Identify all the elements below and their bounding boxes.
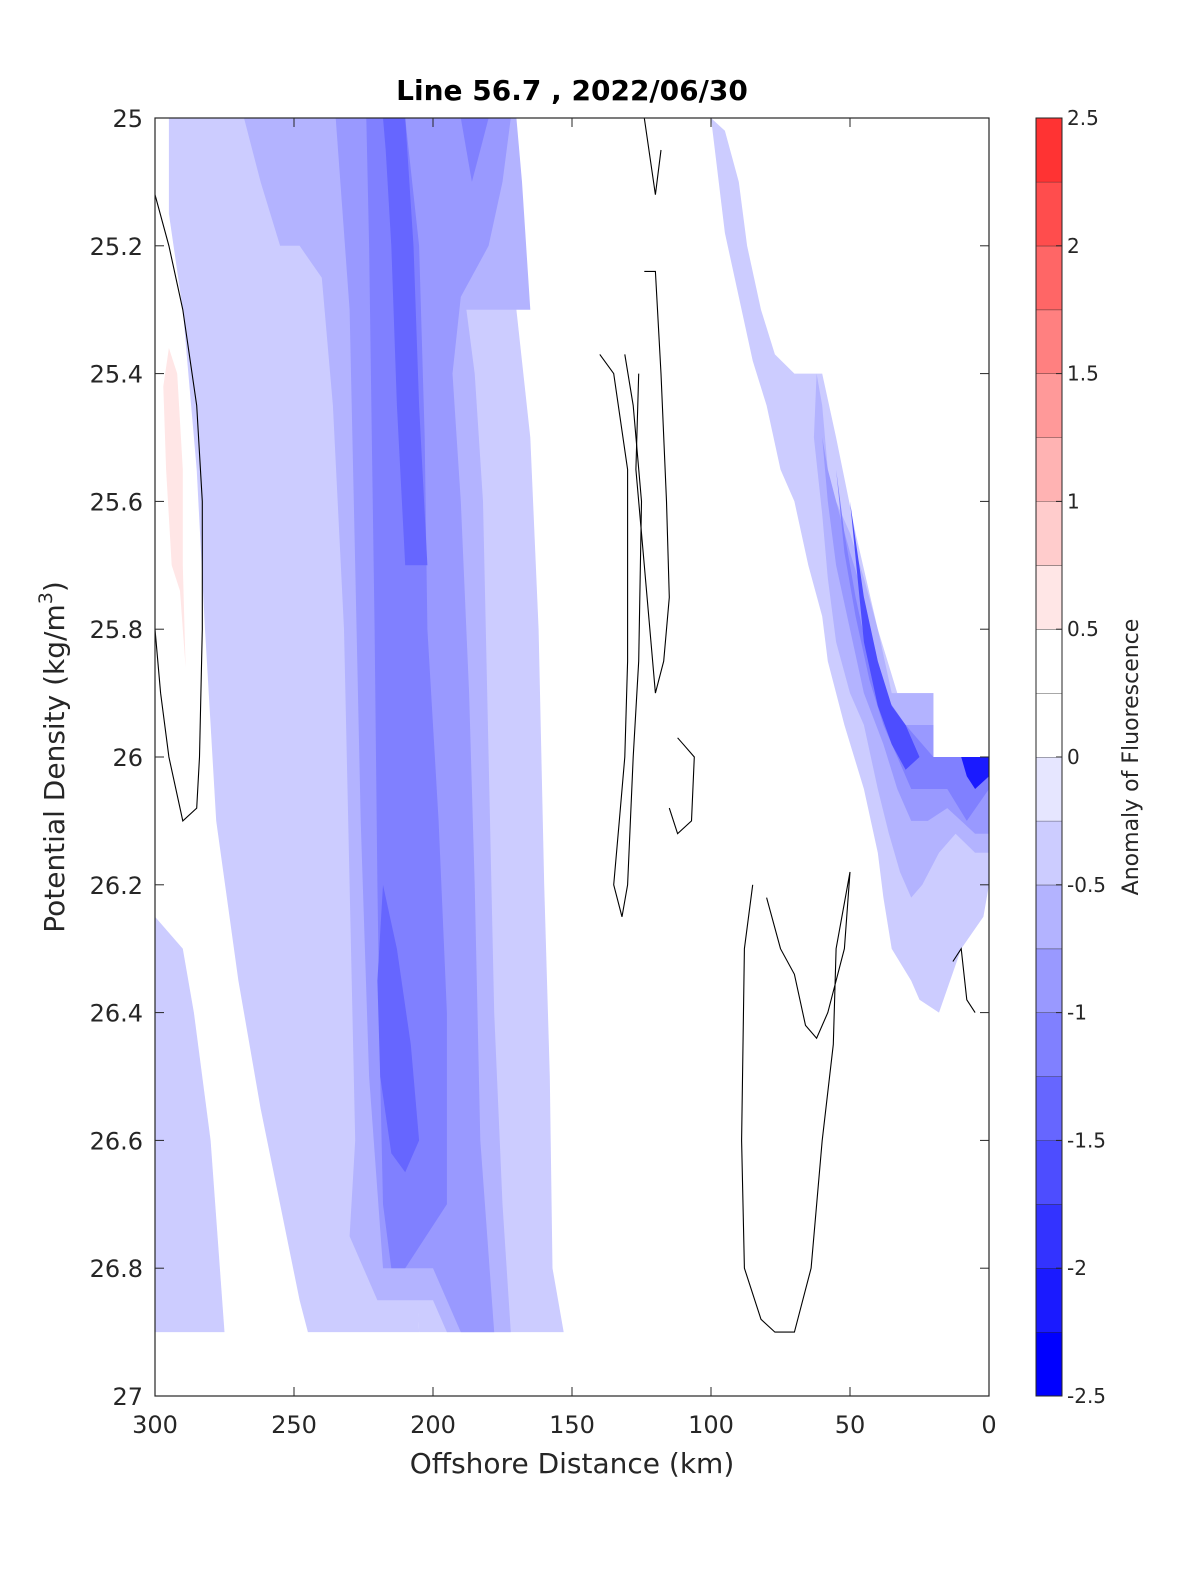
colorbar-segment	[1036, 1012, 1062, 1077]
zero-contour-line-1	[599, 354, 643, 917]
colorbar-segment	[1036, 1268, 1062, 1333]
x-tick-label: 100	[688, 1411, 734, 1439]
y-tick-label: 26.6	[90, 1127, 143, 1155]
x-tick-label: 150	[549, 1411, 595, 1439]
colorbar-segment	[1036, 1076, 1062, 1141]
y-tick-label: 25	[112, 105, 143, 133]
x-axis-label: Offshore Distance (km)	[410, 1447, 735, 1480]
colorbar-label: Anomaly of Fluorescence	[1119, 619, 1144, 896]
y-tick-label: 27	[112, 1383, 143, 1411]
colorbar-segment	[1036, 1204, 1062, 1269]
x-tick-label: 200	[410, 1411, 456, 1439]
colorbar-tick-label: 0	[1067, 745, 1080, 769]
contour-region-7	[383, 118, 428, 566]
colorbar-segment	[1036, 1140, 1062, 1205]
colorbar-tick-label: -2	[1067, 1256, 1087, 1280]
colorbar: 2.5 2 1.5 1 0.5 0 -0.5 -1 -1.5 -2 -2.5	[1035, 106, 1106, 1408]
colorbar-segment	[1036, 693, 1062, 757]
colorbar-segment	[1036, 181, 1062, 246]
filled-contour-layer	[155, 118, 989, 1333]
contour-region-15	[163, 348, 186, 668]
x-tick-label: 300	[132, 1411, 178, 1439]
y-axis-label-close: )	[38, 581, 71, 592]
colorbar-segment	[1036, 1332, 1062, 1396]
y-tick-label: 25.4	[90, 361, 143, 389]
y-tick-label: 25.6	[90, 488, 143, 516]
colorbar-segment	[1036, 565, 1062, 630]
colorbar-tick-label: -0.5	[1067, 873, 1106, 897]
contour-region-14	[961, 757, 989, 789]
zero-contour-line-5	[741, 871, 851, 1333]
zero-contour-line-6	[952, 947, 976, 1013]
colorbar-segment	[1036, 373, 1062, 438]
colorbar-tick-label: 2.5	[1067, 106, 1099, 130]
colorbar-tick-label: -1.5	[1067, 1128, 1106, 1152]
y-axis-label-main: Potential Density (kg/m	[38, 604, 71, 933]
colorbar-tick-label: -1	[1067, 1001, 1087, 1025]
colorbar-segment	[1036, 820, 1062, 885]
colorbar-segment	[1036, 629, 1062, 694]
zero-contour-line-3	[668, 737, 695, 835]
colorbar-tick-label: -2.5	[1067, 1384, 1106, 1408]
colorbar-segment	[1036, 501, 1062, 566]
colorbar-tick-label: 1.5	[1067, 362, 1099, 386]
colorbar-segment	[1036, 757, 1062, 821]
zero-contour-line-2	[635, 270, 670, 694]
contour-region-1	[155, 916, 225, 1333]
x-tick-label: 50	[835, 1411, 866, 1439]
contour-region-6	[460, 118, 489, 182]
y-tick-label: 26	[112, 744, 143, 772]
y-axis-label-superscript: 3	[35, 592, 57, 604]
colorbar-segment	[1036, 884, 1062, 949]
contour-region-8	[377, 884, 420, 1173]
x-axis: 300 250 200 150 100 50 0	[132, 118, 997, 1439]
y-tick-label: 26.8	[90, 1255, 143, 1283]
contour-region-13	[850, 501, 920, 770]
colorbar-tick-label: 0.5	[1067, 617, 1099, 641]
y-axis-label: Potential Density (kg/m3)	[35, 581, 71, 933]
zero-contour-lines	[155, 118, 976, 1333]
colorbar-segment	[1036, 245, 1062, 310]
colorbar-tick-label: 1	[1067, 489, 1080, 513]
y-tick-label: 26.2	[90, 872, 143, 900]
colorbar-tick-label: 2	[1067, 234, 1080, 258]
zero-contour-line-0	[155, 194, 203, 822]
y-axis: 25 25.2 25.4 25.6 25.8 26 26.2 26.4 26.6 26.8 27	[90, 105, 989, 1411]
colorbar-segment	[1036, 437, 1062, 502]
zero-contour-line-4	[643, 118, 662, 195]
colorbar-segment	[1036, 948, 1062, 1013]
x-tick-label: 0	[981, 1411, 996, 1439]
chart-title: Line 56.7 , 2022/06/30	[396, 74, 748, 107]
y-tick-label: 26.4	[90, 1000, 143, 1028]
colorbar-segment	[1036, 309, 1062, 374]
y-tick-label: 25.8	[90, 616, 143, 644]
x-tick-label: 250	[271, 1411, 317, 1439]
y-tick-label: 25.2	[90, 233, 143, 261]
colorbar-segment	[1036, 118, 1062, 182]
